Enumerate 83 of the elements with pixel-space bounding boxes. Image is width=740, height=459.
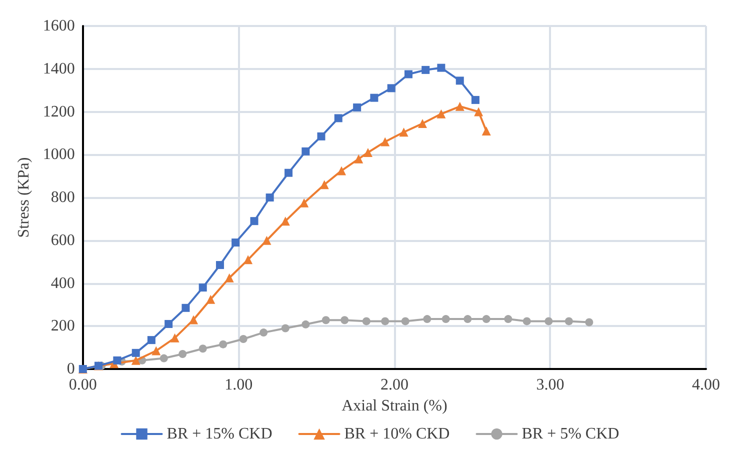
point xyxy=(244,255,253,264)
point xyxy=(387,84,396,92)
point xyxy=(455,102,464,111)
legend-label: BR + 10% CKD xyxy=(344,426,450,442)
point xyxy=(363,148,372,157)
point xyxy=(152,346,161,356)
point xyxy=(504,315,512,324)
y-tick-label: 400 xyxy=(50,274,75,292)
point xyxy=(302,147,310,156)
point xyxy=(239,334,248,343)
point xyxy=(437,64,446,72)
point xyxy=(170,333,180,342)
point xyxy=(302,320,310,328)
point xyxy=(456,76,464,85)
point xyxy=(178,350,187,358)
point xyxy=(564,317,573,326)
point xyxy=(353,103,362,112)
point xyxy=(147,336,156,344)
point xyxy=(219,340,228,348)
point xyxy=(370,94,378,102)
x-axis-title: Axial Strain (%) xyxy=(342,397,448,414)
point xyxy=(132,348,140,357)
legend-label: BR + 15% CKD xyxy=(166,426,272,442)
point xyxy=(189,315,198,324)
point xyxy=(474,107,484,116)
legend-label: BR + 5% CKD xyxy=(522,426,620,442)
point xyxy=(401,317,410,326)
x-tick-label: 1.00 xyxy=(224,376,253,394)
point xyxy=(281,324,290,332)
y-tick-label: 1400 xyxy=(42,60,75,78)
point xyxy=(585,318,594,326)
y-axis-title: Stress (KPa) xyxy=(16,157,32,238)
point xyxy=(522,317,531,326)
point xyxy=(482,126,491,136)
point xyxy=(322,316,330,324)
point xyxy=(198,344,207,353)
x-tick-label: 0.00 xyxy=(68,376,97,394)
point xyxy=(380,137,390,146)
point xyxy=(418,119,427,128)
point xyxy=(206,294,216,304)
point xyxy=(317,132,326,140)
point xyxy=(471,96,480,104)
point xyxy=(334,114,342,122)
point xyxy=(381,317,390,326)
point xyxy=(250,217,258,226)
point xyxy=(320,180,329,190)
point xyxy=(262,236,272,245)
point xyxy=(216,261,224,270)
point xyxy=(164,320,173,328)
point xyxy=(464,315,472,324)
point xyxy=(442,315,450,324)
point xyxy=(182,304,190,312)
y-tick-label: 1200 xyxy=(42,103,75,120)
point xyxy=(266,194,274,202)
x-tick-label: 3.00 xyxy=(536,376,564,394)
point xyxy=(436,109,446,118)
point xyxy=(482,315,490,324)
point xyxy=(340,316,349,324)
y-tick-label: 0 xyxy=(66,360,75,378)
point xyxy=(300,198,309,208)
point xyxy=(224,273,234,282)
y-tick-label: 600 xyxy=(50,232,75,249)
point xyxy=(131,356,140,365)
point xyxy=(404,70,412,78)
point xyxy=(336,166,346,176)
point xyxy=(284,168,293,177)
point xyxy=(544,317,553,326)
point xyxy=(198,284,207,292)
x-tick-label: 4.00 xyxy=(692,376,720,394)
point xyxy=(423,315,432,324)
point xyxy=(232,238,240,247)
y-tick-label: 1000 xyxy=(42,146,75,164)
y-tick-label: 1600 xyxy=(42,18,75,34)
point xyxy=(260,328,268,337)
point xyxy=(399,128,408,137)
point xyxy=(422,66,430,74)
point xyxy=(354,154,364,164)
point xyxy=(113,356,122,364)
point xyxy=(362,317,370,326)
x-tick-label: 2.00 xyxy=(380,376,408,394)
y-tick-label: 800 xyxy=(50,189,75,206)
point xyxy=(160,354,168,362)
y-tick-label: 200 xyxy=(50,318,75,335)
